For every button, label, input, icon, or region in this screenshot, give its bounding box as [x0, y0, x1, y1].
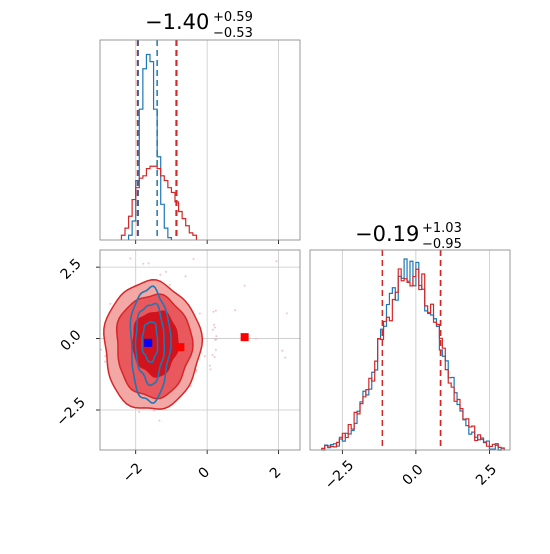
scatter-point [285, 312, 288, 315]
scatter-point [212, 323, 215, 326]
scatter-point [209, 368, 212, 371]
scatter-point [284, 356, 287, 359]
scatter-point [189, 385, 192, 388]
scatter-point [243, 284, 246, 287]
scatter-point [147, 262, 150, 265]
scatter-point [212, 310, 215, 313]
x-tick-label: 0 [196, 464, 214, 482]
x-tick-label: 0.0 [400, 462, 427, 489]
marker-marker_red [176, 343, 185, 352]
y-tick-label: 0.0 [58, 327, 85, 354]
scatter-point [208, 364, 211, 367]
scatter-point [168, 283, 171, 286]
x-tick-label: −2.5 [322, 457, 357, 492]
title-2-center: −0.19 [355, 222, 419, 246]
scatter-point [129, 257, 132, 260]
scatter-point [152, 409, 155, 412]
axes-frame [309, 249, 511, 451]
scatter-point [234, 309, 237, 312]
scatter-point [203, 355, 206, 358]
scatter-point [213, 356, 216, 359]
scatter-point [184, 275, 187, 278]
axes-frame [99, 249, 301, 451]
scatter-point [165, 270, 168, 273]
histogram-panel-1 [99, 39, 301, 244]
x-tick-label: 2.5 [473, 462, 500, 489]
title-panel-2: −0.19 +1.03 −0.95 [355, 221, 462, 252]
scatter-point [198, 312, 201, 315]
scatter-point [104, 360, 107, 363]
scatter-point [158, 419, 161, 422]
scatter-point [159, 273, 162, 276]
contour-panel: −2 0 2 −2.5 0.0 2.5 [53, 249, 301, 486]
marker-marker_blue [144, 338, 153, 347]
scatter-point [142, 262, 145, 265]
scatter-point [215, 335, 218, 338]
scatter-point [254, 337, 257, 340]
axes-frame [99, 39, 301, 241]
scatter-point [211, 353, 214, 356]
scatter-point [195, 370, 198, 373]
scatter-point [100, 348, 103, 351]
scatter-point [109, 302, 112, 305]
scatter-point [104, 354, 107, 357]
blue-contour-inner [140, 320, 159, 364]
scatter-point [214, 348, 217, 351]
y-tick-label: 2.5 [58, 256, 85, 283]
marker-marker_red [240, 333, 249, 342]
histogram-panel-2: −2.5 0.0 2.5 [309, 249, 511, 493]
title-1-center: −1.40 [145, 10, 209, 34]
scatter-point [281, 349, 284, 352]
scatter-point [192, 258, 195, 261]
title-2-sub: −0.95 [422, 237, 462, 252]
title-2-sup: +1.03 [422, 221, 462, 236]
blue-contour-mid [134, 302, 166, 387]
hist-blue [321, 258, 505, 451]
title-panel-1: −1.40 +0.59 −0.53 [145, 10, 253, 41]
scatter-point [214, 309, 217, 312]
y-tick-label: −2.5 [53, 394, 88, 429]
hist-blue [127, 53, 173, 240]
scatter-point [211, 328, 214, 331]
scatter-point [275, 260, 278, 263]
scatter-point [138, 410, 141, 413]
hist-red [321, 268, 505, 450]
title-1-sup: +0.59 [213, 10, 253, 25]
x-tick-label: −2 [120, 460, 146, 486]
hist-red [120, 165, 198, 240]
title-1-sub: −0.53 [213, 26, 253, 41]
scatter-point [214, 338, 217, 341]
blue-contour-outer [129, 285, 172, 404]
scatter-point [213, 326, 216, 329]
x-tick-label: 2 [267, 464, 285, 482]
